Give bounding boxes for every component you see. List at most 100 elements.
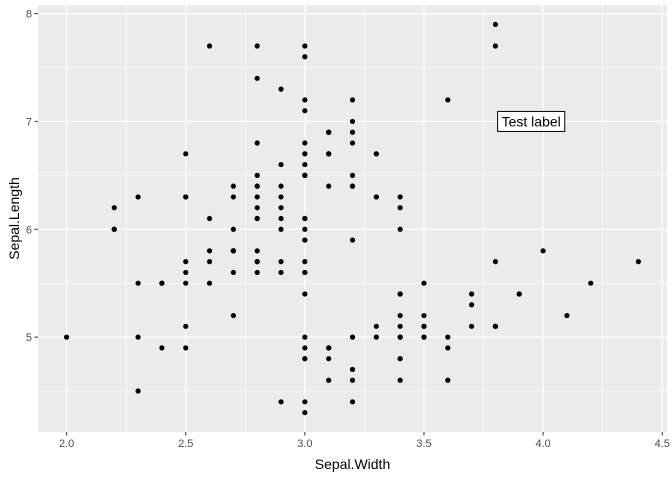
minor-gridlines <box>38 5 667 432</box>
data-point <box>469 323 475 329</box>
data-point <box>302 409 308 416</box>
data-point <box>230 226 236 232</box>
data-point <box>564 312 570 319</box>
data-point <box>421 323 427 329</box>
data-point <box>349 118 356 125</box>
data-point <box>302 140 308 146</box>
data-point <box>492 21 499 28</box>
major-gridlines <box>38 5 667 432</box>
data-point <box>254 205 260 211</box>
data-point <box>183 280 189 286</box>
data-point <box>302 356 308 362</box>
data-point <box>373 323 379 329</box>
data-point <box>230 183 236 189</box>
data-point <box>183 259 189 265</box>
data-point <box>445 334 451 340</box>
data-point <box>254 75 260 81</box>
data-point <box>421 280 427 286</box>
data-point <box>302 399 308 405</box>
data-point <box>254 248 260 254</box>
data-point <box>302 334 308 340</box>
data-point <box>421 312 427 319</box>
data-point <box>349 140 356 146</box>
data-point <box>278 215 284 222</box>
data-points <box>63 21 642 416</box>
data-point <box>469 302 475 308</box>
data-point <box>302 108 308 114</box>
data-point <box>349 97 356 103</box>
data-point <box>183 194 189 200</box>
data-point <box>349 237 356 243</box>
x-axis-title: Sepal.Width <box>315 456 390 472</box>
data-point <box>302 269 308 276</box>
data-point <box>397 205 403 211</box>
data-point <box>349 399 356 405</box>
data-point <box>254 215 260 222</box>
data-point <box>278 183 284 189</box>
x-axis-ticks: 2.0 2.5 3.0 3.5 4.0 4.5 <box>59 432 670 450</box>
data-point <box>183 345 189 351</box>
annotation-box <box>497 110 566 132</box>
data-point <box>397 226 403 232</box>
y-axis-ticks: 5 6 7 8 <box>26 9 38 344</box>
data-point <box>254 140 260 146</box>
data-point <box>540 248 546 254</box>
data-point <box>302 345 308 351</box>
data-point <box>302 237 308 243</box>
data-point <box>254 269 260 276</box>
data-point <box>326 377 332 383</box>
data-point <box>206 280 213 286</box>
data-point <box>349 172 356 178</box>
data-point <box>206 248 213 254</box>
data-point <box>230 248 236 254</box>
data-point <box>516 291 522 297</box>
data-point <box>397 377 403 383</box>
data-point <box>492 323 499 329</box>
data-point <box>373 334 379 340</box>
data-point <box>159 345 165 351</box>
y-tick-label: 8 <box>26 9 32 21</box>
data-point <box>397 312 403 319</box>
data-point <box>278 194 284 200</box>
data-point <box>326 356 332 362</box>
y-axis-title: Sepal.Length <box>6 177 22 260</box>
data-point <box>206 43 213 49</box>
data-point <box>302 161 308 168</box>
data-point <box>492 43 499 49</box>
data-point <box>326 129 332 135</box>
data-point <box>326 345 332 351</box>
data-point <box>397 291 403 297</box>
data-point <box>278 205 284 211</box>
data-point <box>492 259 499 265</box>
data-point <box>135 388 141 394</box>
data-point <box>159 280 165 286</box>
data-point <box>349 377 356 383</box>
data-point <box>135 280 141 286</box>
data-point <box>278 399 284 405</box>
data-point <box>445 97 451 103</box>
data-point <box>230 194 236 200</box>
data-point <box>135 334 141 340</box>
data-point <box>278 226 284 232</box>
data-point <box>254 259 260 265</box>
data-point <box>183 151 189 157</box>
data-point <box>278 259 284 265</box>
data-point <box>206 259 213 265</box>
data-point <box>635 259 642 265</box>
data-point <box>183 323 189 329</box>
data-point <box>254 43 260 49</box>
data-point <box>135 194 141 200</box>
x-tick-label: 3.0 <box>297 438 312 450</box>
data-point <box>397 323 403 329</box>
data-point <box>302 215 308 222</box>
data-point <box>254 194 260 200</box>
data-point <box>302 291 308 297</box>
data-point <box>326 183 332 189</box>
data-point <box>206 215 213 222</box>
x-tick-label: 3.5 <box>416 438 431 450</box>
x-tick-label: 2.0 <box>59 438 74 450</box>
data-point <box>302 259 308 265</box>
data-point <box>254 183 260 189</box>
data-point <box>445 377 451 383</box>
